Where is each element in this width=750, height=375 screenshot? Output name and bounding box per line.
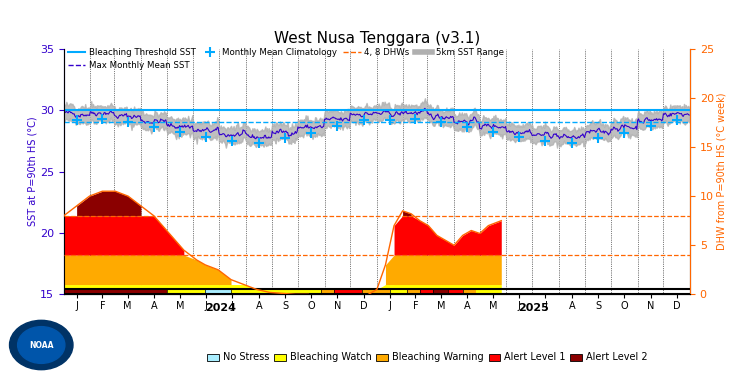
Title: West Nusa Tenggara (v3.1): West Nusa Tenggara (v3.1) [274,31,480,46]
Legend: No Stress, Bleaching Watch, Bleaching Warning, Alert Level 1, Alert Level 2: No Stress, Bleaching Watch, Bleaching Wa… [203,349,652,366]
Text: 2025: 2025 [518,303,549,313]
Y-axis label: DHW from P=90th HS (°C week): DHW from P=90th HS (°C week) [717,93,727,251]
Legend: Bleaching Threshold SST, Max Monthly Mean SST, Monthly Mean Climatology, 4, 8 DH: Bleaching Threshold SST, Max Monthly Mea… [68,48,504,70]
Text: 2024: 2024 [205,303,236,313]
Circle shape [10,320,73,370]
Text: NOAA: NOAA [29,340,53,350]
Circle shape [18,327,64,363]
Y-axis label: SST at P=90th HS (°C): SST at P=90th HS (°C) [27,117,38,226]
